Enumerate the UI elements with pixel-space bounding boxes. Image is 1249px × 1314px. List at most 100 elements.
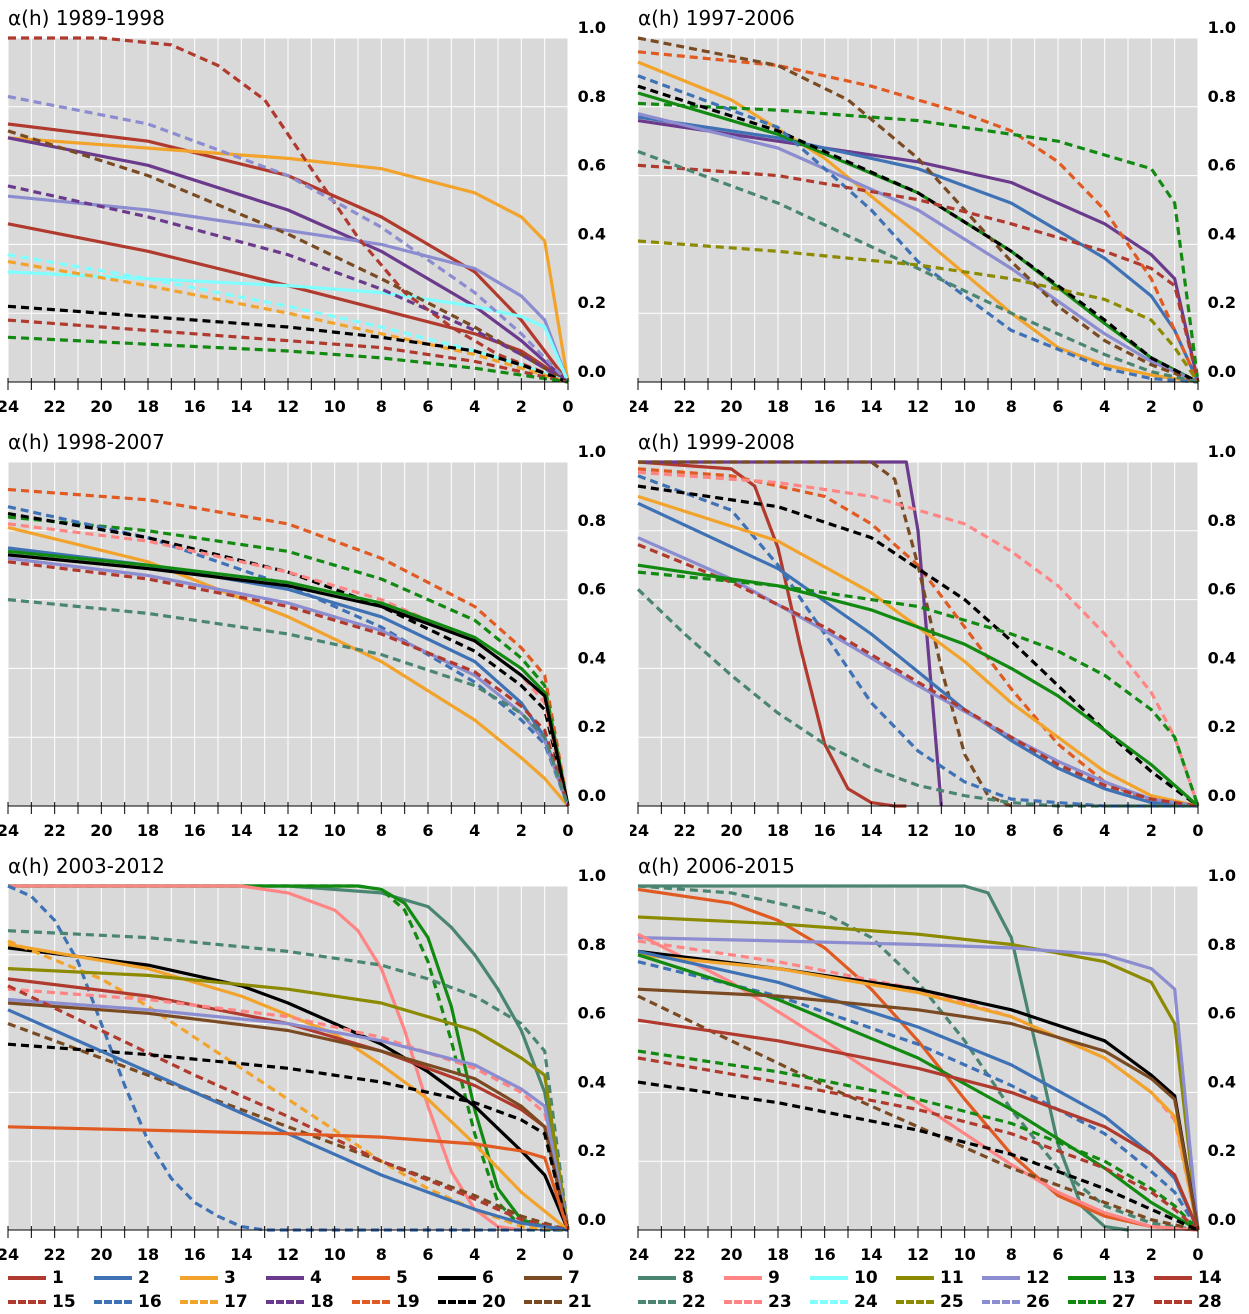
series-line-3 [7,136,570,383]
y-tick-label: 1.0 [1208,18,1236,37]
x-tick-label: 22 [44,821,66,840]
x-tick-label: 2 [516,821,527,840]
series-line-22 [637,149,1199,384]
legend-swatch [438,1276,476,1280]
x-tick-label: 2 [1146,821,1157,840]
legend-label: 7 [568,1268,580,1288]
series-line-12 [7,194,570,383]
series-line-12 [637,112,1199,384]
series-line-21 [7,129,569,384]
legend-swatch [8,1276,46,1280]
y-tick-label: 1.0 [1208,866,1236,885]
legend-item-7: 7 [524,1268,580,1288]
series-line-27 [7,515,570,807]
legend-swatch [1154,1276,1192,1280]
legend-label: 19 [396,1292,420,1312]
legend-swatch [1154,1300,1192,1304]
x-tick-label: 14 [860,1245,882,1264]
x-tick-label: 16 [184,397,206,416]
y-tick-label: 0.8 [1208,935,1236,954]
chart-panel-1998-2007: α(h) 1998-2007 24 22 20 18 16 14 12 10 8 6 4 2 0 0.0 0… [0,424,615,842]
y-tick-label: 0.4 [1208,224,1236,243]
x-tick-label: 12 [277,1245,299,1264]
series-line-27 [7,335,569,384]
legend-item-22: 22 [638,1292,706,1312]
x-tick-label: 22 [674,821,696,840]
x-tick-label: 18 [767,1245,789,1264]
x-tick-label: 22 [44,1245,66,1264]
legend-label: 9 [768,1268,780,1288]
legend-item-24: 24 [810,1292,878,1312]
series-line-11 [637,915,1200,1231]
legend-swatch [638,1276,676,1280]
series-line-7 [637,987,1200,1231]
legend-label: 2 [138,1268,150,1288]
x-tick-label: 8 [376,397,387,416]
legend-label: 26 [1026,1292,1050,1312]
series-line-13 [7,549,570,807]
legend-swatch [438,1300,476,1304]
x-tick-label: 12 [907,397,929,416]
legend-label: 14 [1198,1268,1222,1288]
x-tick-label: 0 [1192,1245,1203,1264]
y-tick-label: 0.0 [578,786,606,805]
legend-item-19: 19 [352,1292,420,1312]
series-line-14 [7,122,570,383]
x-tick-label: 16 [184,821,206,840]
series-line-12 [637,936,1200,1231]
x-tick-label: 10 [324,1245,346,1264]
x-tick-label: 4 [1099,397,1110,416]
legend-swatch [1068,1276,1106,1280]
y-tick-label: 0.6 [578,1004,606,1023]
series-line-23 [637,470,1200,807]
x-tick-label: 24 [630,1245,649,1264]
chart-title: α(h) 1989-1998 [8,6,165,30]
x-tick-label: 0 [1192,397,1203,416]
x-tick-label: 14 [230,397,252,416]
x-tick-label: 8 [1006,1245,1017,1264]
x-tick-label: 24 [630,821,649,840]
x-tick-label: 18 [767,397,789,416]
legend-item-5: 5 [352,1268,408,1288]
legend-label: 4 [310,1268,322,1288]
x-tick-label: 6 [1052,821,1063,840]
y-tick-label: 0.2 [1208,293,1236,312]
legend-label: 10 [854,1268,878,1288]
series-line-20 [7,1042,570,1231]
series-line-15 [7,560,570,807]
x-tick-label: 14 [230,821,252,840]
x-tick-label: 14 [860,821,882,840]
x-tick-label: 4 [469,1245,480,1264]
series-line-14 [637,1018,1200,1231]
series-line-8 [8,884,570,1231]
series-line-27 [637,1049,1200,1232]
x-tick-label: 6 [422,1245,433,1264]
series-line-17 [7,260,569,384]
y-tick-label: 0.2 [578,717,606,736]
legend-swatch [810,1276,848,1280]
x-tick-label: 2 [516,397,527,416]
y-tick-label: 0.0 [1208,786,1236,805]
legend-item-27: 27 [1068,1292,1136,1312]
x-tick-label: 2 [516,1245,527,1264]
series-line-4 [7,136,570,384]
x-tick-label: 18 [767,821,789,840]
y-tick-label: 0.8 [1208,87,1236,106]
x-tick-label: 22 [674,397,696,416]
legend-item-18: 18 [266,1292,334,1312]
x-tick-label: 12 [277,821,299,840]
chart-title: α(h) 2003-2012 [8,854,165,878]
series-line-20 [637,1080,1199,1232]
legend-label: 28 [1198,1292,1222,1312]
x-tick-label: 24 [0,1245,19,1264]
x-tick-label: 6 [422,821,433,840]
x-tick-label: 10 [954,1245,976,1264]
series-line-4 [638,460,943,807]
legend-swatch [524,1300,562,1304]
series-line-15 [637,543,1199,808]
legend-swatch [982,1276,1020,1280]
series-line-2 [7,1008,569,1232]
y-tick-label: 0.8 [578,87,606,106]
legend-item-25: 25 [896,1292,964,1312]
legend-item-11: 11 [896,1268,964,1288]
